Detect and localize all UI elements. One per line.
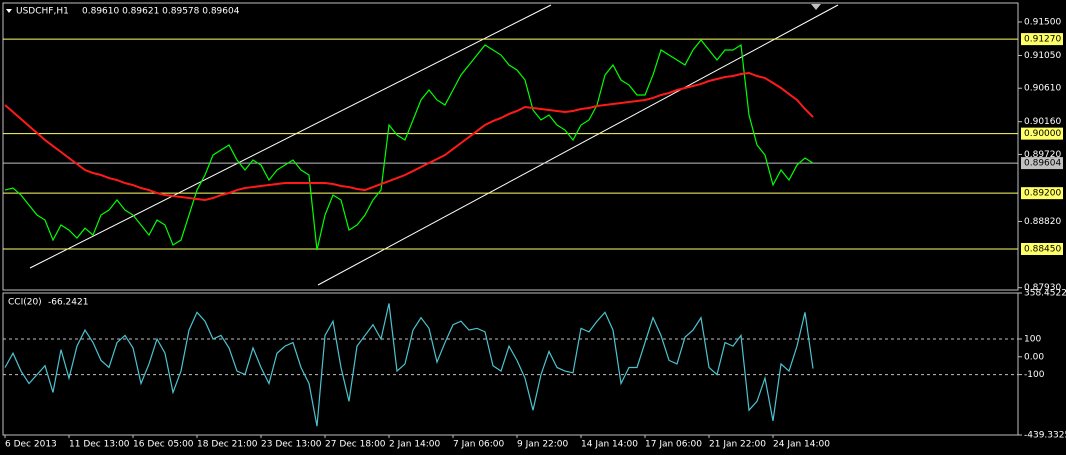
level-label: 0.91270 xyxy=(1024,35,1061,45)
x-tick-label: 21 Jan 22:00 xyxy=(709,440,766,450)
x-tick-label: 11 Dec 13:00 xyxy=(69,440,130,450)
quote: 0.89610 0.89621 0.89578 0.89604 xyxy=(82,7,240,17)
y-tick-label: 100 xyxy=(1024,335,1041,345)
level-tag xyxy=(1021,33,1063,46)
symbol: USDCHF,H1 xyxy=(16,7,69,17)
cci-panel xyxy=(2,292,1019,436)
level-label: 0.89604 xyxy=(1024,159,1061,169)
level-tag xyxy=(1021,157,1063,170)
y-tick-label: 0.91050 xyxy=(1024,51,1061,61)
x-tick-label: 23 Dec 13:00 xyxy=(261,440,322,450)
cci-value: -66.2421 xyxy=(48,298,88,308)
y-tick-label: 0.90160 xyxy=(1024,117,1061,127)
y-tick-label: 0.87930 xyxy=(1024,283,1061,293)
y-tick-label: 0.91500 xyxy=(1024,17,1061,27)
x-tick-label: 18 Dec 21:00 xyxy=(197,440,258,450)
series-line xyxy=(4,303,814,427)
y-tick-label: 0.88820 xyxy=(1024,217,1061,227)
series-line xyxy=(4,39,814,251)
x-tick-label: 7 Jan 06:00 xyxy=(453,440,505,450)
series-line xyxy=(4,71,814,202)
x-tick-label: 9 Jan 22:00 xyxy=(517,440,569,450)
x-tick-label: 16 Dec 05:00 xyxy=(133,440,194,450)
y-tick-label: 0.00 xyxy=(1024,352,1044,362)
channel-line[interactable] xyxy=(317,4,839,286)
x-tick-label: 24 Jan 14:00 xyxy=(773,440,830,450)
y-tick-label: -439.3325 xyxy=(1024,431,1066,441)
x-tick-label: 14 Jan 14:00 xyxy=(581,440,638,450)
y-tick-label: 0.89720 xyxy=(1024,150,1061,160)
level-label: 0.88450 xyxy=(1024,244,1061,254)
level-tag xyxy=(1021,242,1063,255)
x-tick-label: 6 Dec 2013 xyxy=(5,440,57,450)
y-tick-label: 358.4522 xyxy=(1024,289,1066,299)
x-tick-label: 2 Jan 14:00 xyxy=(389,440,441,450)
level-tag xyxy=(1021,127,1063,140)
main-panel xyxy=(2,2,1019,291)
level-label: 0.90000 xyxy=(1024,129,1061,139)
y-tick-label: -100 xyxy=(1024,370,1045,380)
level-tag xyxy=(1021,187,1063,200)
y-tick-label: 0.90610 xyxy=(1024,84,1061,94)
shift-marker[interactable] xyxy=(811,4,821,10)
menu-arrow[interactable] xyxy=(6,9,12,13)
x-tick-label: 27 Dec 18:00 xyxy=(325,440,386,450)
channel-line[interactable] xyxy=(29,4,552,269)
level-label: 0.89200 xyxy=(1024,189,1061,199)
cci-title: CCI(20) xyxy=(8,298,42,308)
x-tick-label: 17 Jan 06:00 xyxy=(645,440,702,450)
